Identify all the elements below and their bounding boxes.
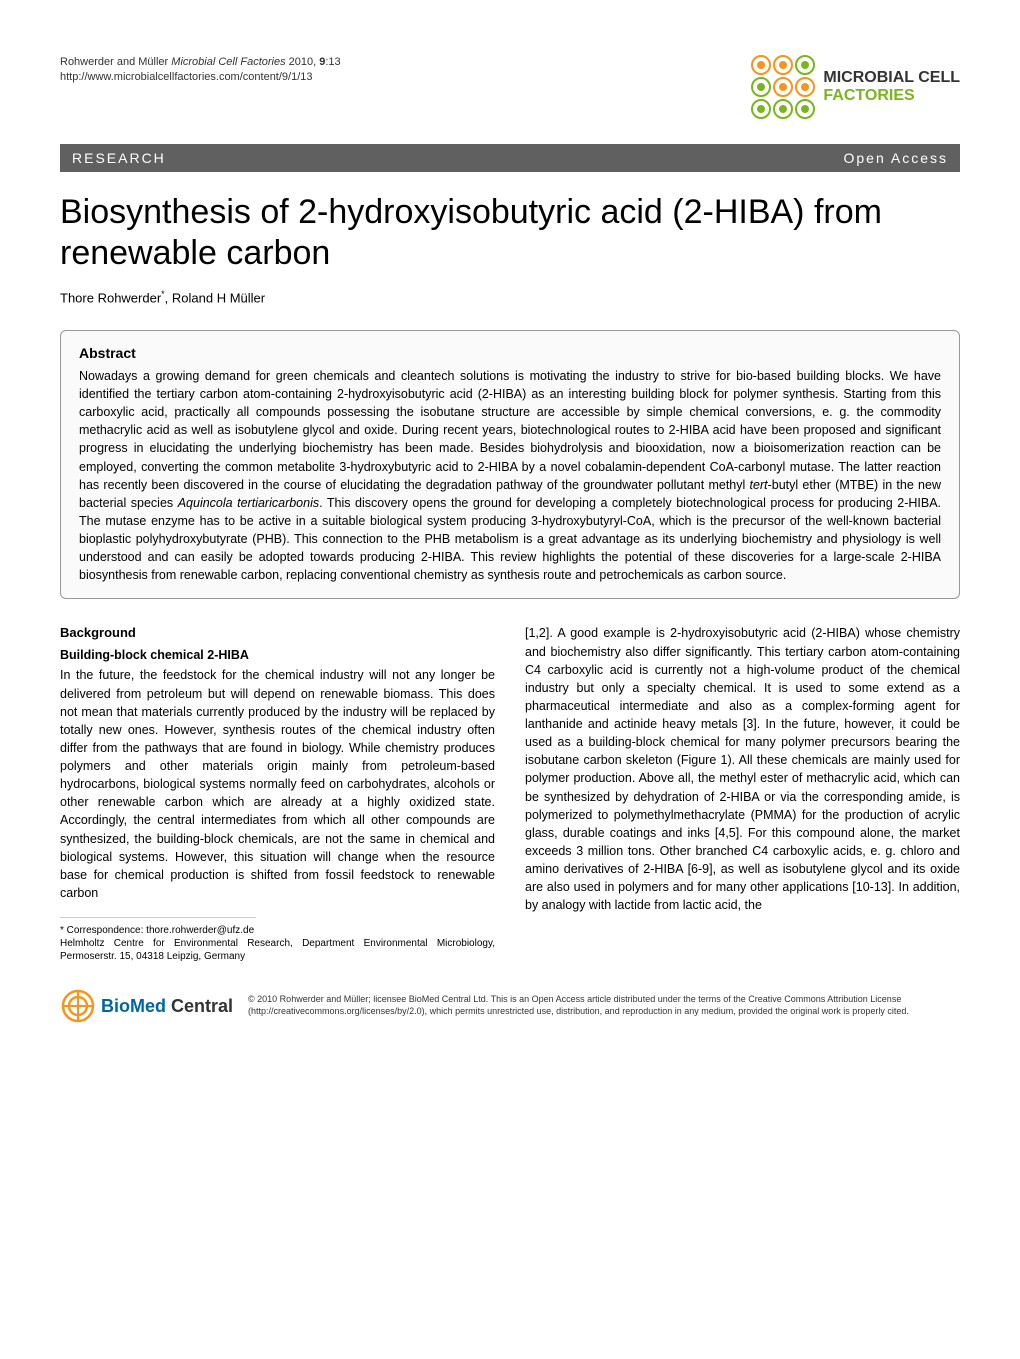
correspondence-divider xyxy=(60,917,256,918)
journal-name: MICROBIAL CELL FACTORIES xyxy=(823,69,960,104)
background-heading: Background xyxy=(60,624,495,643)
citation-issue: :13 xyxy=(325,56,340,68)
authors-line: Thore Rohwerder*, Roland H Müller xyxy=(60,289,960,305)
footer: BioMed Central © 2010 Rohwerder and Müll… xyxy=(60,988,960,1024)
citation-block: Rohwerder and Müller Microbial Cell Fact… xyxy=(60,55,341,86)
col1-paragraph: In the future, the feedstock for the che… xyxy=(60,666,495,902)
correspondence-block: * Correspondence: thore.rohwerder@ufz.de… xyxy=(60,924,495,963)
journal-name-bottom: FACTORIES xyxy=(823,87,960,105)
bmc-text: BioMed Central xyxy=(101,996,233,1017)
correspondence-email[interactable]: thore.rohwerder@ufz.de xyxy=(146,925,254,936)
citation-authors: Rohwerder and Müller xyxy=(60,56,168,68)
correspondence-label: * Correspondence: xyxy=(60,925,143,936)
article-title: Biosynthesis of 2-hydroxyisobutyric acid… xyxy=(60,192,960,274)
column-left: Background Building-block chemical 2-HIB… xyxy=(60,624,495,963)
abstract-heading: Abstract xyxy=(79,345,941,361)
citation-year: 2010, xyxy=(289,56,317,68)
logo-circles-icon xyxy=(751,55,815,119)
bmc-bio: BioMed xyxy=(101,996,166,1016)
subsection-heading: Building-block chemical 2-HIBA xyxy=(60,646,495,664)
copyright-text: © 2010 Rohwerder and Müller; licensee Bi… xyxy=(248,994,960,1017)
bmc-central: Central xyxy=(166,996,233,1016)
body-columns: Background Building-block chemical 2-HIB… xyxy=(60,624,960,963)
col2-paragraph: [1,2]. A good example is 2-hydroxyisobut… xyxy=(525,624,960,914)
journal-logo: MICROBIAL CELL FACTORIES xyxy=(751,55,960,119)
citation-url[interactable]: http://www.microbialcellfactories.com/co… xyxy=(60,71,313,83)
page-header: Rohwerder and Müller Microbial Cell Fact… xyxy=(60,55,960,119)
citation-journal: Microbial Cell Factories xyxy=(171,56,285,68)
abstract-box: Abstract Nowadays a growing demand for g… xyxy=(60,330,960,600)
biomed-central-logo: BioMed Central xyxy=(60,988,233,1024)
banner-left: RESEARCH xyxy=(72,150,166,166)
correspondence-affiliation: Helmholtz Centre for Environmental Resea… xyxy=(60,938,495,962)
bmc-icon xyxy=(60,988,96,1024)
article-type-banner: RESEARCH Open Access xyxy=(60,144,960,172)
banner-right: Open Access xyxy=(844,150,949,166)
journal-name-top: MICROBIAL CELL xyxy=(823,69,960,87)
column-right: [1,2]. A good example is 2-hydroxyisobut… xyxy=(525,624,960,963)
abstract-text: Nowadays a growing demand for green chem… xyxy=(79,367,941,585)
